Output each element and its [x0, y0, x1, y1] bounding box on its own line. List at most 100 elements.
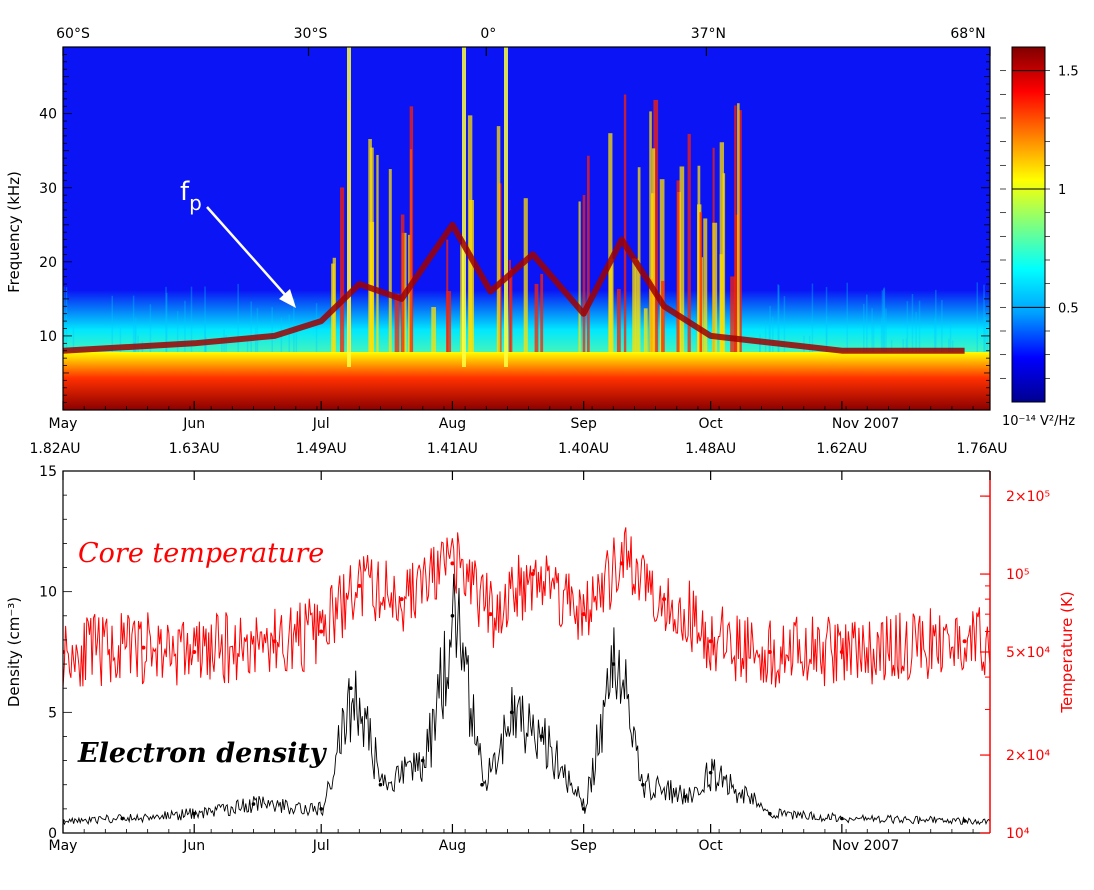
x-tick-label: Oct [699, 416, 724, 432]
spectrogram-streak [811, 283, 814, 352]
spectrogram-streak [237, 283, 239, 352]
latitude-tick-label: 60°S [56, 26, 90, 42]
spectrogram-streak [759, 340, 761, 352]
temperature-point [488, 612, 493, 617]
distance-axis: 1.82AU 1.63AU 1.49AU 1.41AU 1.40AU 1.48AU 1.62… [30, 441, 1008, 480]
spectrogram-streak [949, 325, 952, 352]
spectrogram-streak [221, 337, 223, 352]
spectrogram-streak [250, 301, 252, 352]
spectrogram-streak [132, 295, 135, 352]
spectrogram-frame [62, 46, 991, 411]
temperature-tick-label: 5×10⁴ [1006, 645, 1050, 661]
spectrogram-streak [882, 288, 885, 352]
spectrogram-streak [608, 133, 613, 352]
spectrogram-streak [890, 339, 893, 352]
spectrogram-streak [661, 280, 665, 352]
spectrogram-streak [616, 288, 621, 352]
distance-tick-label: 1.48AU [685, 441, 736, 457]
distance-tick-label: 1.40AU [558, 441, 609, 457]
spectrogram-streak [119, 328, 122, 352]
svg-text:fp: fp [180, 177, 202, 215]
density-trace [63, 573, 990, 826]
spectrogram-streak [651, 148, 656, 352]
spectrogram-streak [400, 214, 405, 352]
spectrogram-streak [881, 290, 884, 352]
density-temperature-panel: May Jun Jul Aug Sep Oct Nov 2007 0 5 10 15 1.82AU… [5, 441, 1076, 854]
spectrogram-streak [722, 173, 726, 352]
temperature-line [63, 527, 990, 689]
density-ylabel: Density (cm⁻³) [5, 597, 23, 707]
colorbar-unit-label: 10⁻¹⁴ V²/Hz [1002, 414, 1075, 429]
spectrogram-burst [462, 47, 466, 367]
spectrogram-streak [509, 268, 513, 352]
bottom-x-axis: May Jun Jul Aug Sep Oct Nov 2007 [49, 824, 974, 854]
spectrogram-streak [883, 287, 886, 352]
distance-tick-label: 1.82AU [30, 441, 81, 457]
spectrogram-streak [293, 298, 295, 352]
distance-tick-label: 1.62AU [816, 441, 867, 457]
legend-electron-density: Electron density [77, 738, 328, 769]
colorbar-tick-label: 1.5 [1058, 65, 1079, 80]
temperature-point [141, 645, 146, 650]
density-point [420, 758, 425, 763]
spectrogram-streak [246, 340, 249, 352]
temperature-point [708, 639, 713, 644]
spectrogram-streak [135, 317, 137, 352]
spectrogram-streak [772, 316, 774, 352]
spectrogram-streak [825, 287, 828, 352]
spectrogram-streak [783, 296, 786, 352]
x-tick-label: Jun [182, 838, 205, 854]
spectrogram-streak [149, 304, 152, 352]
spectrogram-streak [370, 147, 374, 352]
fp-annotation-arrow-shaft [206, 206, 289, 299]
spectrogram-streak [637, 167, 641, 352]
spectrogram-streak [540, 273, 544, 352]
spectrogram-streak [63, 286, 65, 352]
x-tick-label: Nov 2007 [832, 838, 899, 854]
spectrogram-streak [976, 282, 979, 352]
x-tick-label: Aug [439, 838, 466, 854]
spectrogram-streak [523, 198, 528, 352]
temperature-point [272, 639, 277, 644]
spectrogram-streak [911, 293, 914, 352]
spectrogram-streak [719, 142, 725, 352]
spectrogram-streak [866, 294, 868, 352]
spectrogram-streak [739, 110, 742, 352]
spectrogram-streak [687, 133, 691, 352]
spectrogram-streak [111, 295, 114, 352]
spectrogram-streak [885, 308, 887, 352]
latitude-tick-label: 30°S [294, 26, 328, 42]
temperature-point [319, 629, 324, 634]
spectrogram-streak [808, 335, 811, 352]
colorbar-axis: 0.5 1 1.5 [1000, 65, 1079, 379]
density-point [611, 662, 616, 666]
x-tick-label: Nov 2007 [832, 416, 899, 432]
x-tick-label: Jul [312, 838, 330, 854]
spectrogram-streak [649, 111, 652, 352]
temperature-ylabel: Temperature (K) [1058, 591, 1076, 713]
density-point [349, 686, 353, 690]
distance-tick-label: 1.49AU [296, 441, 347, 457]
spectrogram-streak [394, 293, 400, 352]
spectrogram-streak [948, 338, 950, 352]
temperature-axis: 10⁴ 2×10⁴ 5×10⁴ 10⁵ 2×10⁵ [980, 489, 1050, 842]
x-tick-label: May [49, 838, 78, 854]
density-point [962, 819, 967, 823]
spectrogram-streak [984, 316, 986, 352]
spectrogram-streak [871, 308, 873, 352]
distance-tick-label: 1.63AU [169, 441, 220, 457]
y-tick-label: 15 [39, 464, 57, 480]
spectrogram-streak [632, 258, 636, 352]
temperature-trace [63, 527, 990, 689]
y-tick-label: 0 [48, 826, 57, 842]
spectrogram-streak [376, 154, 379, 352]
distance-tick-label: 1.41AU [427, 441, 478, 457]
spectrogram-streak [587, 155, 590, 352]
spectrogram-streak [446, 290, 452, 352]
density-point [319, 807, 324, 811]
density-point [450, 614, 455, 618]
spectrogram-x-axis: May Jun Jul Aug Sep Oct Nov 2007 [49, 401, 974, 432]
spectrogram-streak [902, 338, 904, 352]
spectrogram-streak [778, 285, 780, 352]
spectrogram-streak [768, 325, 771, 352]
